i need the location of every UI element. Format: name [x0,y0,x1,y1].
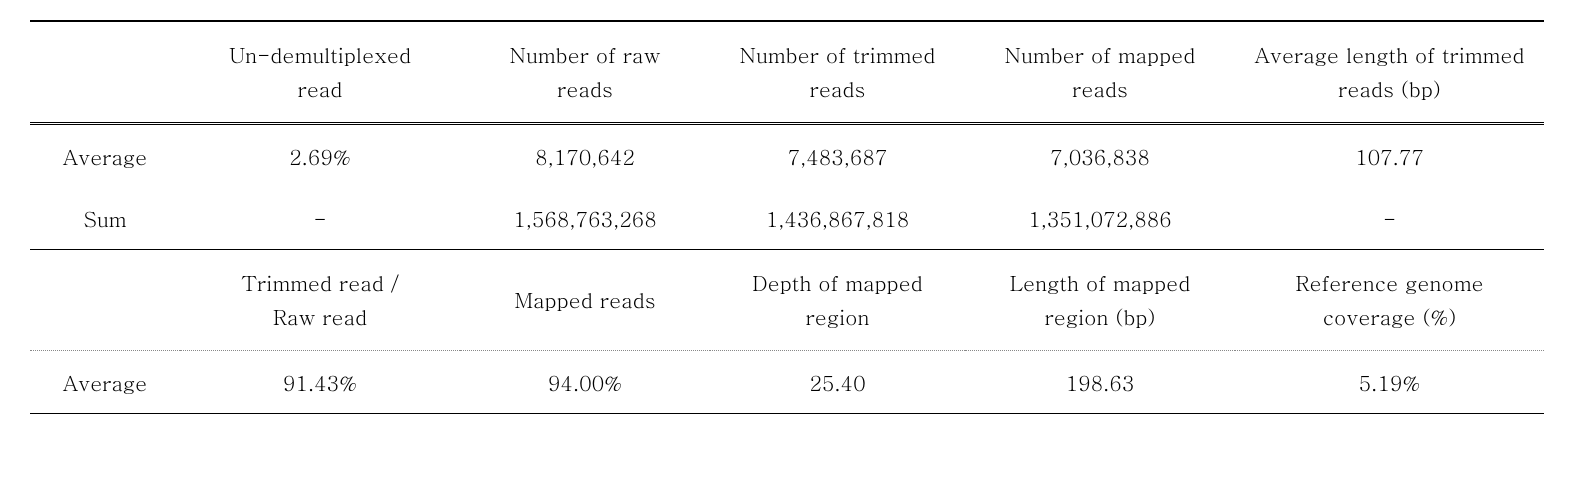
table-row: Average 2.69% 8,170,642 7,483,687 7,036,… [30,124,1544,188]
cell: 1,351,072,886 [965,187,1235,250]
section2-col-trimraw: Trimmed read / Raw read [180,250,460,351]
cell: 5.19% [1235,351,1544,414]
col-line: Reference genome coverage (%) [1275,266,1505,333]
cell: 1,436,867,818 [710,187,965,250]
section1-col-raw: Number of raw reads [460,21,710,124]
row-label: Sum [30,187,180,250]
col-line: Mapped reads [514,284,655,314]
table-row: Sum - 1,568,763,268 1,436,867,818 1,351,… [30,187,1544,250]
cell: 2.69% [180,124,460,188]
table-row: Average 91.43% 94.00% 25.40 198.63 5.19% [30,351,1544,414]
row-label: Average [30,351,180,414]
cell: 7,036,838 [965,124,1235,188]
section2-col-blank [30,250,180,351]
section1-col-trimmed: Number of trimmed reads [710,21,965,124]
cell: - [180,187,460,250]
row-label: Average [30,124,180,188]
cell: 198.63 [965,351,1235,414]
col-line: Depth of mapped region [738,266,938,333]
section2-col-mapped: Mapped reads [460,250,710,351]
section1-col-mapped: Number of mapped reads [965,21,1235,124]
col-line: Length of mapped region (bp) [985,266,1215,333]
cell: 91.43% [180,351,460,414]
col-line: Average length of trimmed reads (bp) [1240,38,1540,105]
cell: 7,483,687 [710,124,965,188]
section1-col-avglen: Average length of trimmed reads (bp) [1235,21,1544,124]
section1-col-blank [30,21,180,124]
section2-col-length: Length of mapped region (bp) [965,250,1235,351]
cell: 8,170,642 [460,124,710,188]
col-line1: Un-demultiplexed read [210,38,430,105]
section1-col-undemux: Un-demultiplexed read [180,21,460,124]
cell: 94.00% [460,351,710,414]
col-line: Number of raw reads [495,38,675,105]
cell: - [1235,187,1544,250]
section2-col-coverage: Reference genome coverage (%) [1235,250,1544,351]
stats-table: Un-demultiplexed read Number of raw read… [30,20,1544,414]
cell: 1,568,763,268 [460,187,710,250]
section2-col-depth: Depth of mapped region [710,250,965,351]
col-line: Trimmed read / Raw read [220,266,420,333]
cell: 107.77 [1235,124,1544,188]
col-line: Number of trimmed reads [738,38,938,105]
cell: 25.40 [710,351,965,414]
section2-header-row: Trimmed read / Raw read Mapped reads Dep… [30,250,1544,351]
col-line: Number of mapped reads [1000,38,1200,105]
section1-header-row: Un-demultiplexed read Number of raw read… [30,21,1544,124]
